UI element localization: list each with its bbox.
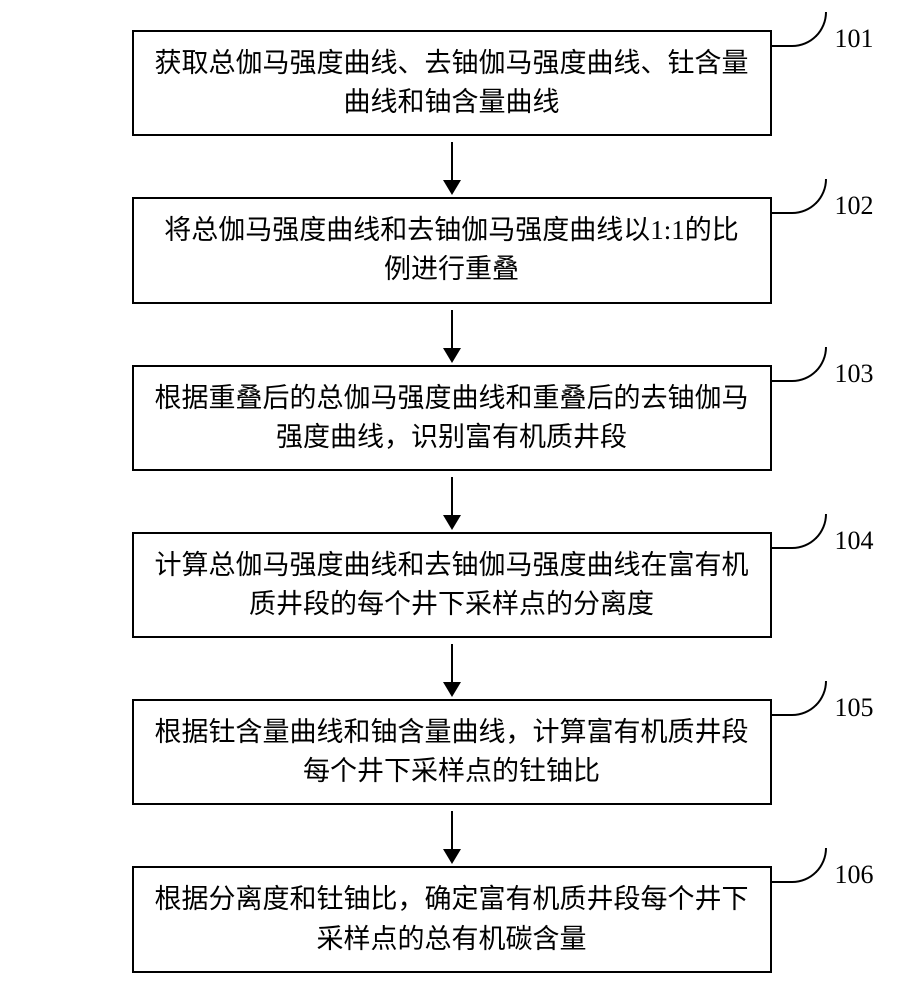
step-text: 获取总伽马强度曲线、去铀伽马强度曲线、钍含量曲线和铀含量曲线: [155, 48, 749, 117]
arrow-down-icon: [443, 477, 461, 530]
step-box: 根据分离度和钍铀比，确定富有机质井段每个井下采样点的总有机碳含量: [132, 866, 772, 972]
step-label-wrap: 105: [772, 699, 874, 723]
step-label: 105: [835, 693, 874, 723]
step-label: 106: [835, 860, 874, 890]
step-text: 计算总伽马强度曲线和去铀伽马强度曲线在富有机质井段的每个井下采样点的分离度: [155, 550, 749, 619]
flowchart-container: 获取总伽马强度曲线、去铀伽马强度曲线、钍含量曲线和铀含量曲线 101 将总伽马强…: [0, 30, 903, 973]
flow-step: 将总伽马强度曲线和去铀伽马强度曲线以1:1的比例进行重叠 102: [0, 197, 903, 303]
step-text: 根据分离度和钍铀比，确定富有机质井段每个井下采样点的总有机碳含量: [155, 884, 749, 953]
step-label: 102: [835, 191, 874, 221]
step-text: 将总伽马强度曲线和去铀伽马强度曲线以1:1的比例进行重叠: [164, 215, 739, 284]
step-box: 根据重叠后的总伽马强度曲线和重叠后的去铀伽马强度曲线，识别富有机质井段: [132, 365, 772, 471]
step-label-wrap: 104: [772, 532, 874, 556]
connector-curve: [772, 179, 827, 214]
connector-curve: [772, 848, 827, 883]
connector-curve: [772, 681, 827, 716]
flow-step: 根据重叠后的总伽马强度曲线和重叠后的去铀伽马强度曲线，识别富有机质井段 103: [0, 365, 903, 471]
connector-curve: [772, 514, 827, 549]
step-label-wrap: 106: [772, 866, 874, 890]
step-box: 计算总伽马强度曲线和去铀伽马强度曲线在富有机质井段的每个井下采样点的分离度: [132, 532, 772, 638]
arrow-down-icon: [443, 142, 461, 195]
step-label-wrap: 101: [772, 30, 874, 54]
flow-step: 获取总伽马强度曲线、去铀伽马强度曲线、钍含量曲线和铀含量曲线 101: [0, 30, 903, 136]
flow-step: 计算总伽马强度曲线和去铀伽马强度曲线在富有机质井段的每个井下采样点的分离度 10…: [0, 532, 903, 638]
step-box: 根据钍含量曲线和铀含量曲线，计算富有机质井段每个井下采样点的钍铀比: [132, 699, 772, 805]
step-text: 根据钍含量曲线和铀含量曲线，计算富有机质井段每个井下采样点的钍铀比: [155, 717, 749, 786]
arrow-down-icon: [443, 310, 461, 363]
step-box: 将总伽马强度曲线和去铀伽马强度曲线以1:1的比例进行重叠: [132, 197, 772, 303]
arrow-down-icon: [443, 811, 461, 864]
connector-curve: [772, 347, 827, 382]
step-label-wrap: 103: [772, 365, 874, 389]
step-text: 根据重叠后的总伽马强度曲线和重叠后的去铀伽马强度曲线，识别富有机质井段: [155, 383, 749, 452]
step-label: 101: [835, 24, 874, 54]
step-label: 103: [835, 359, 874, 389]
step-box: 获取总伽马强度曲线、去铀伽马强度曲线、钍含量曲线和铀含量曲线: [132, 30, 772, 136]
arrow-down-icon: [443, 644, 461, 697]
flow-step: 根据钍含量曲线和铀含量曲线，计算富有机质井段每个井下采样点的钍铀比 105: [0, 699, 903, 805]
step-label-wrap: 102: [772, 197, 874, 221]
connector-curve: [772, 12, 827, 47]
flow-step: 根据分离度和钍铀比，确定富有机质井段每个井下采样点的总有机碳含量 106: [0, 866, 903, 972]
step-label: 104: [835, 526, 874, 556]
